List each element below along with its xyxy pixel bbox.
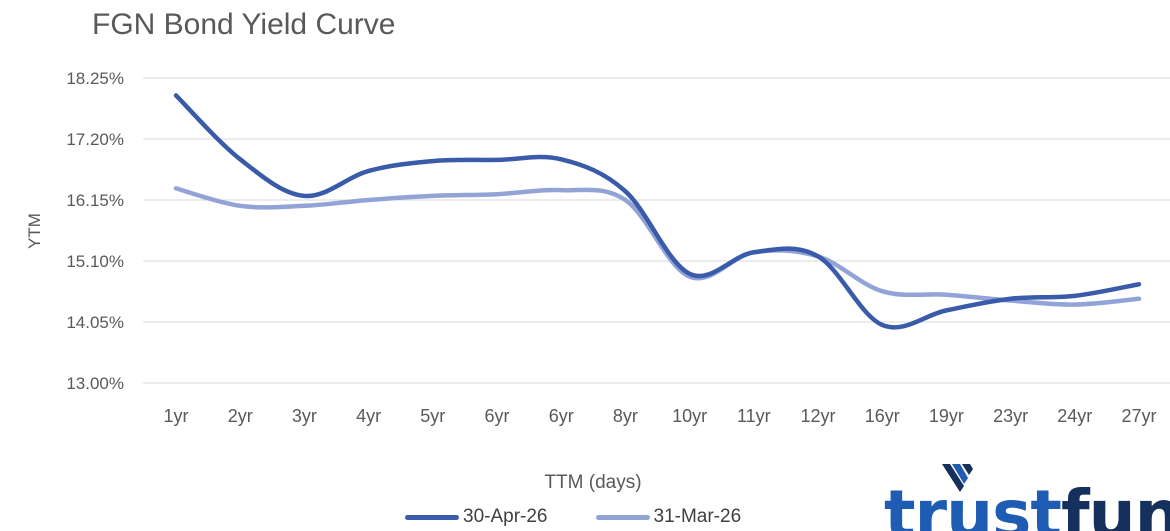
- y-tick-label: 18.25%: [66, 69, 124, 88]
- x-tick-label: 6yr: [549, 406, 574, 426]
- x-tick-label: 1yr: [163, 406, 188, 426]
- x-tick-label: 6yr: [484, 406, 509, 426]
- logo-mark-icon: [942, 464, 973, 492]
- chart-title: FGN Bond Yield Curve: [92, 8, 396, 41]
- x-tick-label: 27yr: [1121, 406, 1156, 426]
- x-tick-label: 16yr: [865, 406, 900, 426]
- series-line-30-apr-26: [173, 93, 1142, 330]
- y-axis-label: YTM: [25, 213, 44, 249]
- legend-label: 31-Mar-26: [653, 506, 742, 527]
- series-line-31-mar-26: [173, 186, 1142, 307]
- legend-label: 30-Apr-26: [463, 506, 548, 527]
- legend-item-31-mar-26[interactable]: 31-Mar-26: [595, 506, 742, 528]
- x-tick-label: 11yr: [737, 406, 771, 426]
- x-tick-label: 8yr: [613, 406, 638, 426]
- x-tick-label: 23yr: [993, 406, 1028, 426]
- x-tick-label: 12yr: [800, 406, 835, 426]
- y-tick-label: 17.20%: [66, 130, 124, 149]
- x-tick-label: 3yr: [292, 406, 317, 426]
- x-tick-label: 24yr: [1057, 406, 1092, 426]
- legend-swatch: [405, 514, 459, 520]
- x-tick-label: 4yr: [356, 406, 381, 426]
- y-tick-label: 13.00%: [66, 374, 124, 393]
- logo-wordmark: trustfund: [884, 476, 1170, 531]
- x-tick-label: 2yr: [228, 406, 253, 426]
- x-tick-label: 5yr: [420, 406, 445, 426]
- y-tick-label: 16.15%: [66, 191, 124, 210]
- legend-swatch: [595, 514, 650, 520]
- y-tick-label: 15.10%: [66, 252, 124, 271]
- legend: 30-Apr-26 31-Mar-26: [405, 506, 789, 528]
- legend-item-30-apr-26[interactable]: 30-Apr-26: [405, 506, 548, 528]
- x-axis-label: TTM (days): [544, 472, 641, 493]
- x-tick-label: 19yr: [929, 406, 964, 426]
- y-tick-label: 14.05%: [66, 313, 124, 332]
- x-tick-label: 10yr: [672, 406, 707, 426]
- trustfund-logo: trustfund: [880, 462, 1170, 531]
